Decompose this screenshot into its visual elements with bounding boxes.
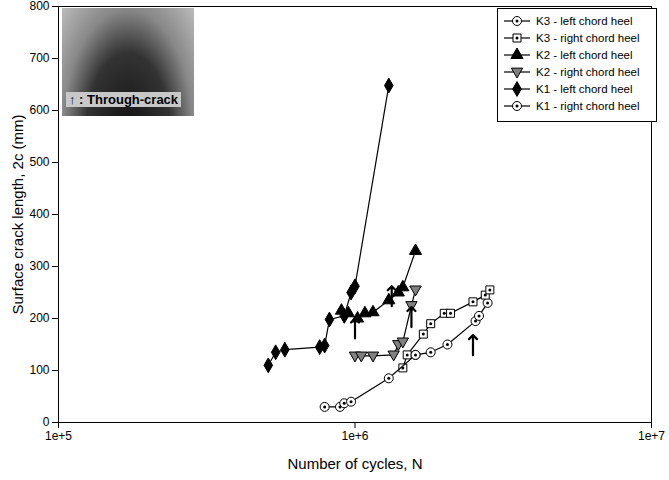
svg-text:1e+5: 1e+5 — [45, 429, 72, 443]
svg-text:K3 - right chord heel: K3 - right chord heel — [536, 32, 640, 44]
svg-text:1e+7: 1e+7 — [638, 429, 665, 443]
svg-text:800: 800 — [29, 0, 49, 13]
svg-text:500: 500 — [29, 155, 49, 169]
svg-text:200: 200 — [29, 311, 49, 325]
svg-text:Number of cycles, N: Number of cycles, N — [287, 455, 422, 472]
svg-text:600: 600 — [29, 103, 49, 117]
svg-text:700: 700 — [29, 51, 49, 65]
svg-text:K3 - left chord heel: K3 - left chord heel — [536, 15, 633, 27]
svg-text:0: 0 — [43, 415, 50, 429]
svg-text:100: 100 — [29, 363, 49, 377]
svg-text:K1 - right chord heel: K1 - right chord heel — [536, 100, 640, 112]
svg-text:Surface crack length, 2c (mm): Surface crack length, 2c (mm) — [9, 114, 26, 314]
svg-text:K1 - left chord heel: K1 - left chord heel — [536, 83, 633, 95]
svg-text:K2 - left chord heel: K2 - left chord heel — [536, 49, 633, 61]
svg-text:K2 - right chord heel: K2 - right chord heel — [536, 66, 640, 78]
svg-text:400: 400 — [29, 207, 49, 221]
svg-text:1e+6: 1e+6 — [341, 429, 368, 443]
html-text:↑ : Through-crack: ↑ : Through-crack — [69, 92, 179, 107]
svg-text:300: 300 — [29, 259, 49, 273]
